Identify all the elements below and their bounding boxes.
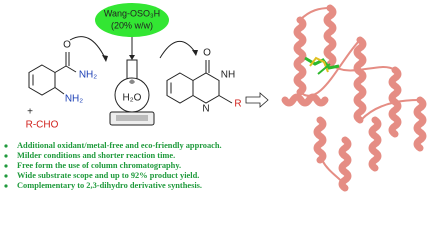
catalyst-badge [95, 3, 169, 37]
feature-item: Wide substrate scope and up to 92% produ… [17, 171, 199, 180]
product-n: N [202, 104, 209, 115]
arrowhead [192, 50, 198, 56]
graphical-abstract: Wang-OSO₃H (20% w/w) O NH₂ NH₂ + R-CHO H… [4, 3, 427, 192]
plus-sign: + [27, 107, 33, 118]
pyrimidine-ring [192, 72, 220, 104]
bullet [4, 154, 8, 158]
feature-item: Complementary to 2,3-dihydro derivative … [17, 181, 202, 190]
amine-bond [54, 87, 65, 95]
amine-nh2: NH₂ [65, 94, 83, 105]
bullet [4, 174, 8, 178]
solvent: H₂O [123, 93, 142, 104]
catalyst-loading: (20% w/w) [111, 20, 153, 30]
feature-item: Additional oxidant/metal-free and eco-fr… [17, 141, 222, 150]
arrowhead [129, 55, 135, 60]
feature-item: Milder conditions and shorter reaction t… [17, 151, 175, 160]
feature-item: Free form the use of column chromatograp… [17, 161, 181, 170]
hollow-arrow [245, 92, 269, 108]
aldehyde: R-CHO [26, 120, 59, 131]
bullet [4, 144, 8, 148]
arrowhead [102, 55, 108, 62]
amide-bond [54, 52, 67, 73]
r-bond [218, 95, 233, 104]
product-r: R [234, 99, 241, 110]
product-o: O [203, 48, 211, 59]
flame-icon [129, 79, 135, 84]
product-nh: NH [221, 70, 235, 81]
bullet [4, 184, 8, 188]
curved-arrow [69, 36, 106, 59]
feature-list: Additional oxidant/metal-free and eco-fr… [4, 141, 222, 190]
flask-neck [126, 59, 138, 81]
protein-structure [281, 4, 427, 192]
curved-arrow [159, 41, 196, 59]
amide-nh2: NH₂ [79, 70, 97, 81]
amide-o: O [63, 40, 71, 51]
bullet [4, 164, 8, 168]
amide-n-bond [65, 65, 77, 73]
catalyst-name: Wang-OSO₃H [104, 8, 160, 18]
stir-plate-top [116, 115, 148, 121]
